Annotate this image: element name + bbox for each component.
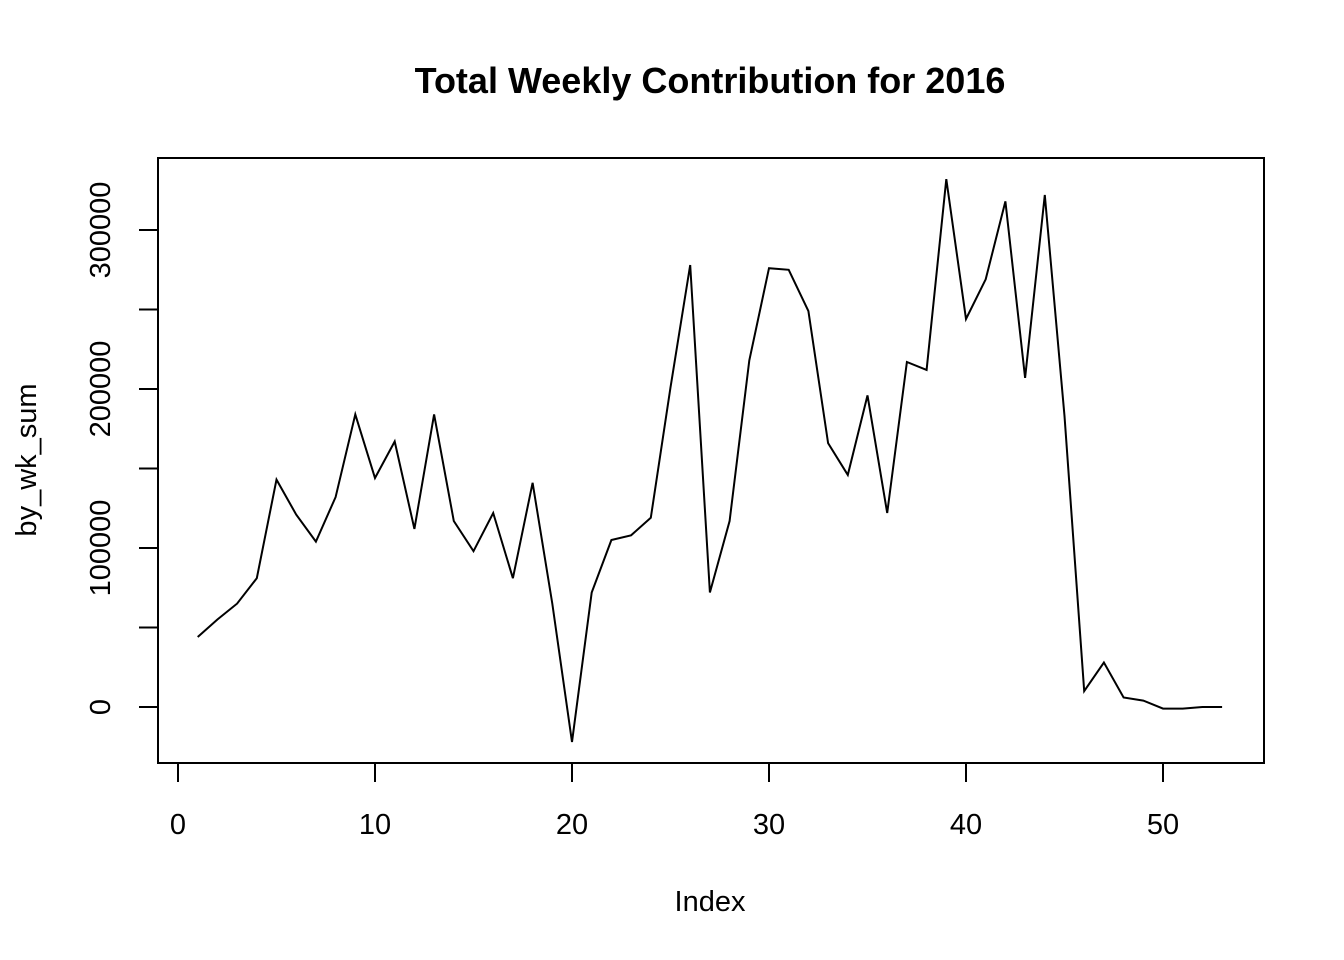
x-tick-label: 40 bbox=[950, 809, 982, 841]
series-line bbox=[197, 178, 1223, 743]
x-tick-label: 20 bbox=[556, 809, 588, 841]
y-tick-label: 200000 bbox=[85, 341, 117, 438]
y-axis-label: by_wk_sum bbox=[11, 383, 43, 536]
x-tick-label: 0 bbox=[170, 809, 186, 841]
x-axis-ticks: 0 10 20 30 40 50 bbox=[170, 763, 1179, 841]
x-axis-label: Index bbox=[675, 886, 746, 918]
x-tick-label: 10 bbox=[359, 809, 391, 841]
y-tick-label: 300000 bbox=[85, 182, 117, 279]
chart-title: Total Weekly Contribution for 2016 bbox=[415, 60, 1006, 101]
y-axis-ticks: 0 100000 200000 300000 bbox=[85, 182, 158, 715]
x-tick-label: 30 bbox=[753, 809, 785, 841]
y-tick-label: 100000 bbox=[85, 500, 117, 597]
x-tick-label: 50 bbox=[1147, 809, 1179, 841]
y-tick-label: 0 bbox=[85, 699, 117, 715]
